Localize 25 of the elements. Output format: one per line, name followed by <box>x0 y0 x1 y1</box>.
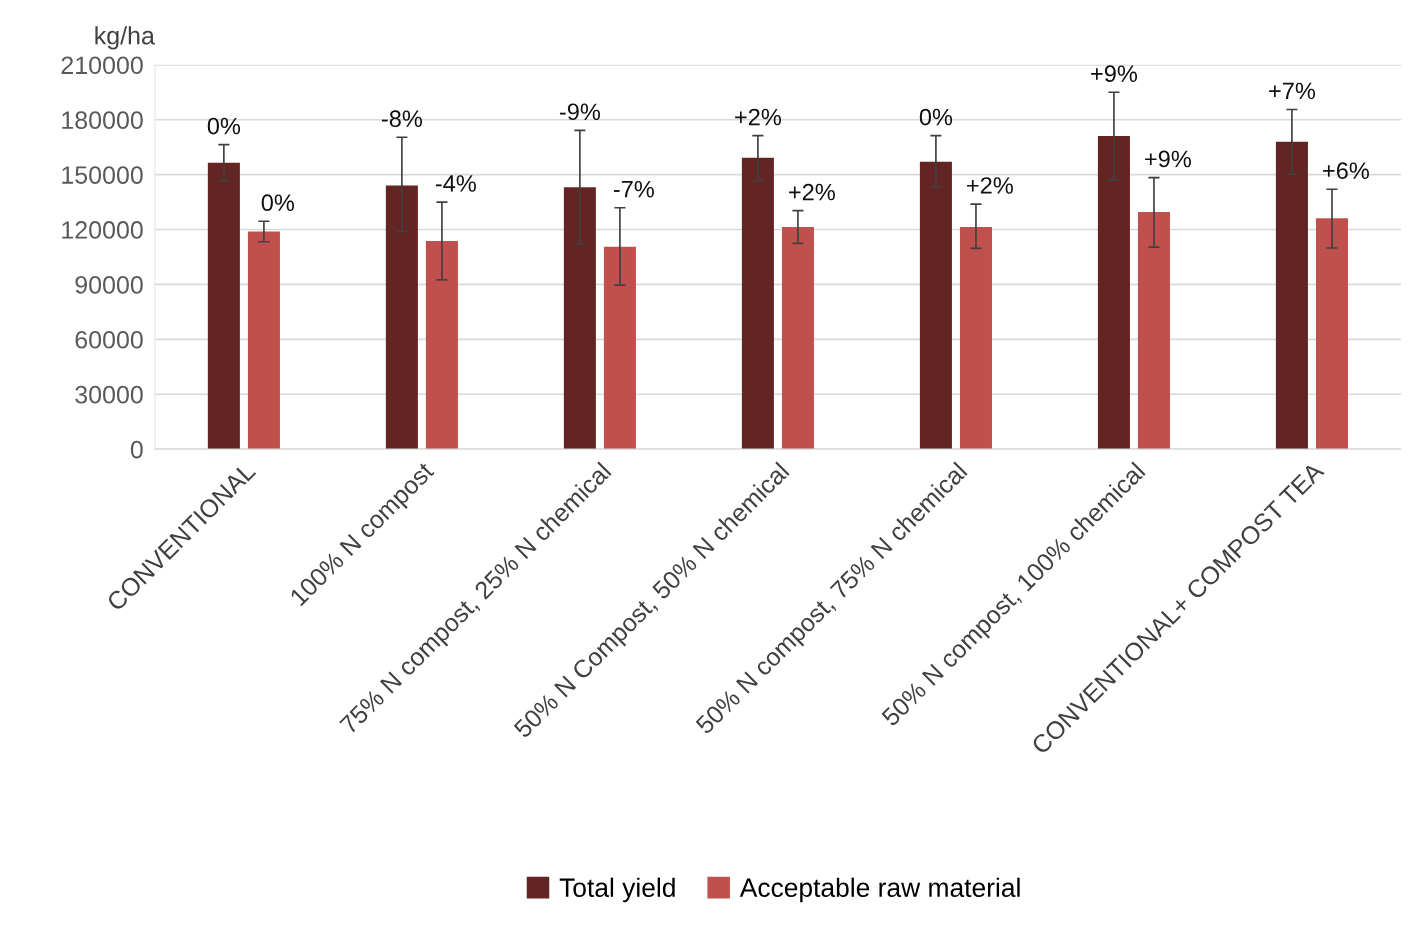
annotation: +2% <box>789 183 835 201</box>
y-tick-label: 30000 <box>75 385 143 404</box>
y-tick-label: 210000 <box>61 56 143 75</box>
annotation: -9% <box>559 103 601 121</box>
annotation: +2% <box>735 108 782 126</box>
annotation: +9% <box>1091 65 1138 83</box>
legend-label: Acceptable raw material <box>739 877 1020 903</box>
annotation: -4% <box>435 175 476 192</box>
annotation: +7% <box>1269 82 1316 100</box>
y-tick-label: 180000 <box>62 111 143 130</box>
legend-label: Total yield <box>559 877 675 903</box>
annotation: +2% <box>967 177 1013 194</box>
annotation: -8% <box>381 110 423 128</box>
annotation: +6% <box>1323 162 1369 180</box>
annotation: 0% <box>207 117 241 135</box>
annotation: -7% <box>613 180 654 198</box>
annotation: +9% <box>1145 150 1191 168</box>
annotation: 0% <box>919 108 953 126</box>
y-axis-title: kg/ha <box>95 26 155 50</box>
y-tick-label: 120000 <box>62 221 143 239</box>
y-tick-label: 150000 <box>62 166 143 184</box>
y-tick-label: 60000 <box>75 330 143 349</box>
y-tick-label: 90000 <box>75 276 143 294</box>
annotation: 0% <box>261 194 295 212</box>
y-tick-label: 0 <box>130 440 143 459</box>
